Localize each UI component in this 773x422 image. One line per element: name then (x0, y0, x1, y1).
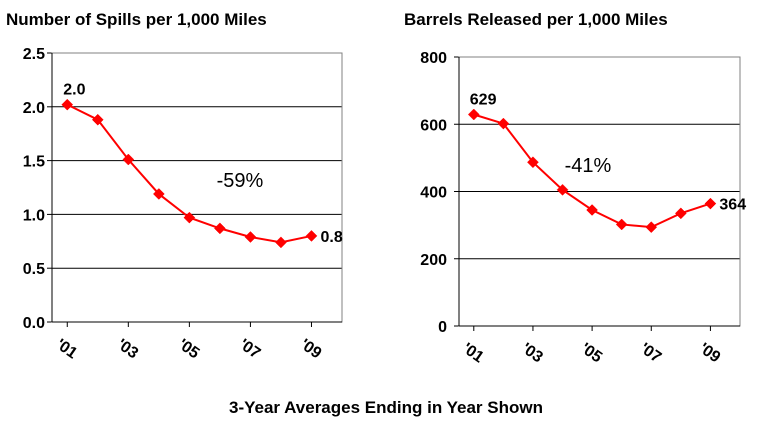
barrels-data-point (615, 218, 628, 231)
barrels-change-annotation: -41% (565, 155, 612, 177)
spills-data-label: 2.0 (63, 82, 85, 99)
spills-x-tick-label: '07 (236, 336, 264, 362)
spills-chart: Number of Spills per 1,000 Miles 0.0 0.5 1.… (6, 10, 343, 362)
barrels-x-tick-label: '01 (459, 340, 487, 366)
barrels-data-point (527, 156, 539, 169)
barrels-y-tick-label: 600 (420, 117, 447, 134)
spills-y-tick-label: 0.5 (23, 261, 45, 278)
barrels-y-tick-label: 200 (420, 252, 447, 269)
spills-data-label: 0.8 (320, 229, 342, 246)
spills-chart-title: Number of Spills per 1,000 Miles (6, 10, 267, 29)
spills-data-point (122, 153, 135, 166)
spills-x-tick-label: '05 (175, 336, 203, 362)
spills-x-tick-label: '09 (297, 336, 325, 362)
barrels-data-point (674, 207, 687, 220)
spills-data-point (183, 211, 196, 224)
spills-x-tick-label: '01 (53, 336, 81, 362)
spills-data-point (61, 98, 74, 111)
shared-x-axis-title: 3-Year Averages Ending in Year Shown (229, 398, 543, 417)
spills-y-tick-label: 1.0 (23, 207, 45, 224)
spills-data-point (275, 236, 287, 249)
spills-x-tick-label: '03 (114, 336, 142, 362)
spills-data-point (244, 231, 257, 243)
barrels-chart-title: Barrels Released per 1,000 Miles (404, 10, 668, 29)
spills-y-tick-label: 2.5 (23, 46, 45, 63)
barrels-data-point (586, 204, 598, 216)
spills-plot-area (51, 52, 343, 323)
barrels-data-point (467, 108, 480, 121)
barrels-x-tick-label: '09 (696, 340, 724, 366)
spills-data-point (152, 188, 165, 200)
barrels-data-point (497, 117, 510, 130)
barrels-data-label: 629 (470, 91, 497, 108)
spills-y-tick-label: 2.0 (23, 100, 45, 117)
barrels-chart: Barrels Released per 1,000 Miles 0 200 400 6… (404, 10, 746, 366)
spills-data-point (214, 222, 226, 235)
spills-data-point (305, 230, 318, 242)
barrels-x-tick-label: '05 (578, 340, 606, 366)
spills-y-tick-label: 0.0 (23, 315, 45, 332)
barrels-data-point (704, 197, 717, 210)
spills-data-point (91, 113, 104, 126)
barrels-y-tick-label: 400 (420, 185, 447, 202)
barrels-data-point (556, 183, 569, 196)
spills-change-annotation: -59% (217, 170, 264, 192)
spills-y-tick-label: 1.5 (23, 154, 45, 171)
barrels-data-label: 364 (719, 197, 746, 214)
barrels-y-tick-label: 800 (420, 50, 447, 67)
barrels-x-tick-label: '07 (637, 340, 665, 366)
barrels-data-point (645, 221, 658, 233)
barrels-y-tick-label: 0 (438, 319, 447, 336)
barrels-x-tick-label: '03 (518, 340, 546, 366)
